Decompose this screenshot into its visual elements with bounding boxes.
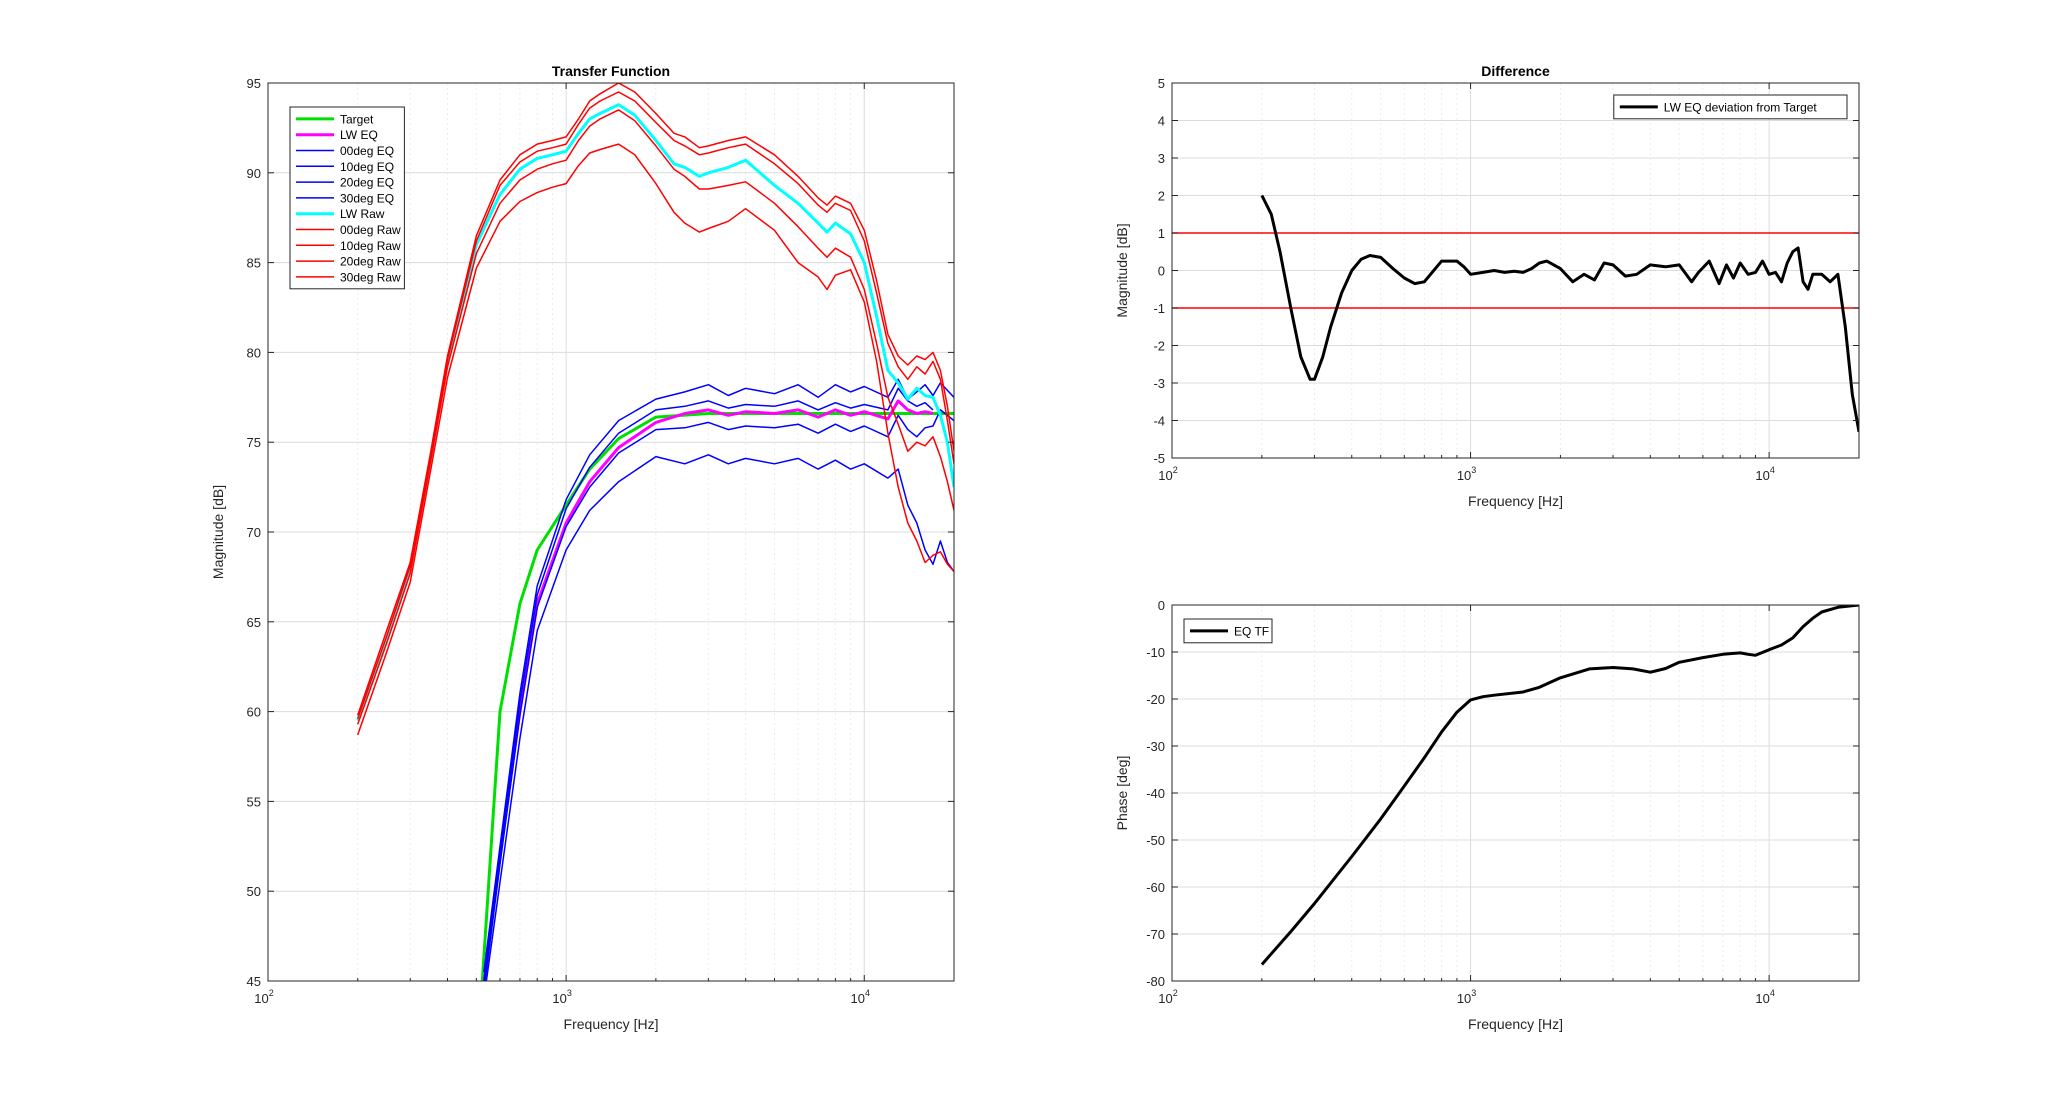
transfer-function-legend-entry: 30deg Raw bbox=[340, 270, 401, 284]
transfer-function-legend-entry: LW EQ bbox=[340, 128, 378, 142]
transfer-function-legend-entry: LW Raw bbox=[340, 207, 385, 221]
phase-ytick-label: -50 bbox=[1146, 833, 1165, 848]
phase-ytick-label: -40 bbox=[1146, 786, 1165, 801]
difference-ytick-label: -4 bbox=[1153, 414, 1165, 429]
transfer-function-legend-entry: 30deg EQ bbox=[340, 191, 394, 205]
transfer-function-ytick-label: 50 bbox=[247, 884, 261, 899]
transfer-function-legend-entry: 20deg Raw bbox=[340, 255, 401, 269]
transfer-function-legend-entry: 00deg Raw bbox=[340, 223, 401, 237]
transfer-function-ytick-label: 70 bbox=[247, 525, 261, 540]
difference-ytick-label: -1 bbox=[1153, 301, 1165, 316]
phase-ytick-label: -20 bbox=[1146, 692, 1165, 707]
difference-legend: LW EQ deviation from Target bbox=[1613, 94, 1848, 120]
difference-ytick-label: -2 bbox=[1153, 339, 1165, 354]
transfer-function-x-label: Frequency [Hz] bbox=[564, 1016, 659, 1032]
phase-chart: -80 -70 -60 -50 -40 -30 -20 -10 0 102 103 104 Freque… bbox=[1114, 598, 1860, 1032]
transfer-function-ytick-label: 60 bbox=[247, 705, 261, 720]
transfer-function-series-00deg-eq bbox=[483, 378, 954, 973]
difference-series-lw-eq-deviation-from-target bbox=[1260, 194, 1859, 433]
transfer-function-legend-entry: 10deg Raw bbox=[340, 239, 401, 253]
transfer-function-chart: 45 50 55 60 65 70 75 80 85 90 95 102 103 104 Transfer … bbox=[210, 63, 955, 1032]
difference-legend-box bbox=[1613, 94, 1848, 120]
difference-series-group bbox=[1260, 194, 1859, 433]
phase-xtick-label: 102 bbox=[1158, 988, 1177, 1006]
difference-xtick-label: 102 bbox=[1158, 465, 1177, 483]
transfer-function-y-label: Magnitude [dB] bbox=[210, 485, 226, 579]
phase-ytick-label: -30 bbox=[1146, 739, 1165, 754]
phase-xtick-label: 103 bbox=[1457, 988, 1476, 1006]
phase-y-label: Phase [deg] bbox=[1114, 756, 1130, 831]
transfer-function-ytick-label: 65 bbox=[247, 615, 261, 630]
difference-x-label: Frequency [Hz] bbox=[1468, 493, 1563, 509]
transfer-function-legend-entry: 20deg EQ bbox=[340, 176, 394, 190]
transfer-function-series-group bbox=[356, 83, 954, 981]
phase-ytick-label: 0 bbox=[1158, 598, 1165, 613]
difference-title: Difference bbox=[1481, 63, 1550, 79]
transfer-function-xtick-label: 102 bbox=[254, 988, 273, 1006]
transfer-function-series-30deg-eq bbox=[485, 454, 954, 981]
phase-legend: EQ TF bbox=[1183, 618, 1273, 644]
difference-ytick-label: 3 bbox=[1158, 151, 1165, 166]
phase-xtick-label: 104 bbox=[1755, 988, 1774, 1006]
transfer-function-series-lw-eq bbox=[482, 399, 934, 981]
transfer-function-ytick-label: 95 bbox=[247, 76, 261, 91]
transfer-function-series-10deg-eq bbox=[483, 387, 934, 981]
transfer-function-series-20deg-eq bbox=[484, 409, 954, 981]
difference-chart: -5 -4 -3 -2 -1 0 1 2 3 4 5 102 103 104 Difference Frequ… bbox=[1114, 63, 1860, 509]
phase-ytick-label: -80 bbox=[1146, 974, 1165, 989]
phase-grid bbox=[1172, 605, 1859, 981]
transfer-function-grid bbox=[268, 83, 954, 981]
transfer-function-series-10deg-raw bbox=[356, 91, 954, 720]
transfer-function-ytick-label: 75 bbox=[247, 435, 261, 450]
difference-xtick-label: 103 bbox=[1457, 465, 1476, 483]
difference-ytick-label: 1 bbox=[1158, 226, 1165, 241]
phase-ytick-label: -70 bbox=[1146, 927, 1165, 942]
transfer-function-ytick-label: 55 bbox=[247, 794, 261, 809]
transfer-function-xtick-label: 103 bbox=[552, 988, 571, 1006]
transfer-function-legend-entry: 00deg EQ bbox=[340, 144, 394, 158]
difference-ytick-label: -5 bbox=[1153, 451, 1165, 466]
transfer-function-ytick-label: 85 bbox=[247, 256, 261, 271]
transfer-function-ytick-label: 80 bbox=[247, 345, 261, 360]
phase-legend-entry: EQ TF bbox=[1234, 624, 1269, 638]
difference-xtick-label: 104 bbox=[1755, 465, 1774, 483]
transfer-function-series-30deg-raw bbox=[356, 143, 954, 736]
difference-ytick-label: 0 bbox=[1158, 264, 1165, 279]
phase-series-group bbox=[1260, 605, 1859, 966]
phase-series-eq-tf bbox=[1260, 605, 1859, 966]
transfer-function-title: Transfer Function bbox=[552, 63, 670, 79]
difference-ytick-label: 4 bbox=[1158, 114, 1165, 129]
difference-y-label: Magnitude [dB] bbox=[1114, 223, 1130, 317]
difference-legend-entry: LW EQ deviation from Target bbox=[1664, 100, 1818, 114]
transfer-function-ytick-label: 45 bbox=[247, 974, 261, 989]
difference-ytick-label: 5 bbox=[1158, 76, 1165, 91]
transfer-function-series-lw-raw bbox=[356, 103, 954, 722]
phase-x-label: Frequency [Hz] bbox=[1468, 1016, 1563, 1032]
transfer-function-series-20deg-raw bbox=[356, 109, 954, 725]
phase-ytick-label: -60 bbox=[1146, 880, 1165, 895]
transfer-function-legend-entry: 10deg EQ bbox=[340, 160, 394, 174]
difference-ytick-label: 2 bbox=[1158, 189, 1165, 204]
transfer-function-legend-entry: Target bbox=[340, 112, 374, 126]
phase-ytick-label: -10 bbox=[1146, 645, 1165, 660]
difference-ytick-label: -3 bbox=[1153, 376, 1165, 391]
transfer-function-xtick-label: 104 bbox=[851, 988, 870, 1006]
transfer-function-ytick-label: 90 bbox=[247, 166, 261, 181]
transfer-function-series-00deg-raw bbox=[356, 83, 954, 716]
